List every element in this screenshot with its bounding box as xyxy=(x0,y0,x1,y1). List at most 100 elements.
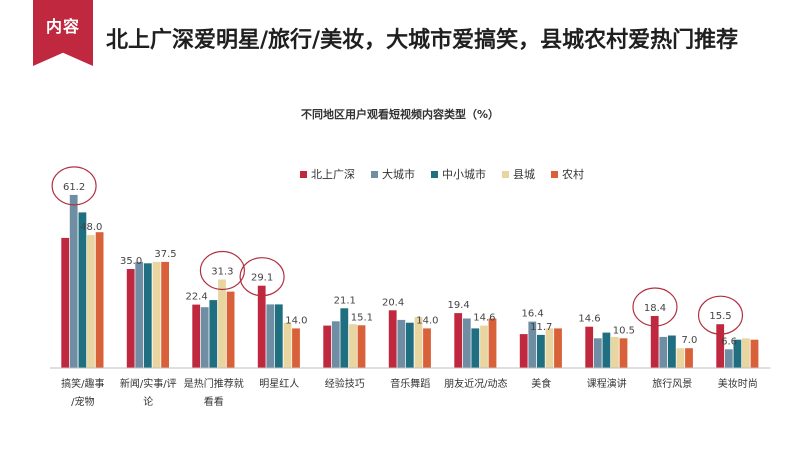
bar xyxy=(585,326,594,368)
data-label: 48.0 xyxy=(80,222,102,233)
bar xyxy=(388,310,397,368)
bar xyxy=(742,338,750,368)
bar xyxy=(135,261,144,368)
data-label: 6.6 xyxy=(721,336,737,347)
bar xyxy=(69,194,78,368)
data-label: 20.4 xyxy=(382,297,404,308)
data-label: 14.6 xyxy=(473,313,495,324)
bar xyxy=(340,308,349,368)
bar xyxy=(668,335,676,368)
chart-legend: 北上广深 大城市 中小城市 县城 农村 xyxy=(300,167,584,181)
bar xyxy=(78,212,87,368)
bar xyxy=(349,324,357,368)
data-label: 11.7 xyxy=(530,322,552,333)
category-label: 明星红人 xyxy=(259,377,299,390)
category-label: 美妆时尚 xyxy=(718,377,758,390)
bar xyxy=(471,328,480,368)
bar xyxy=(218,279,226,368)
bar xyxy=(650,316,659,368)
category-label: 论 xyxy=(143,395,153,408)
bar xyxy=(750,339,759,368)
bar xyxy=(454,313,463,368)
highlight-circle xyxy=(51,166,97,206)
bar xyxy=(733,339,742,368)
legend-swatch xyxy=(551,171,558,178)
bar xyxy=(537,334,545,368)
bar xyxy=(519,334,528,368)
bar xyxy=(423,328,431,368)
category-label: 美食 xyxy=(531,377,551,390)
bar xyxy=(257,285,266,368)
category-label: 朋友近况/动态 xyxy=(444,377,507,390)
data-label: 19.4 xyxy=(447,300,469,311)
bar xyxy=(274,304,283,368)
chart-bars xyxy=(61,194,759,368)
bar xyxy=(488,318,497,368)
legend-label: 北上广深 xyxy=(311,168,355,181)
highlight-circle xyxy=(632,287,678,327)
bar xyxy=(152,261,161,368)
bar xyxy=(685,348,693,368)
category-label: 看看 xyxy=(204,395,224,408)
data-label: 61.2 xyxy=(63,182,85,193)
bar xyxy=(143,263,152,368)
bar xyxy=(528,321,537,368)
bar xyxy=(323,325,332,368)
bar xyxy=(126,269,135,368)
bar xyxy=(611,336,619,368)
bar xyxy=(331,321,340,368)
category-label: 新闻/实事/评 xyxy=(120,377,177,390)
legend-label: 大城市 xyxy=(382,167,415,181)
bar xyxy=(87,235,95,368)
section-tag-label: 内容 xyxy=(45,17,80,36)
legend-label: 中小城市 xyxy=(442,167,486,181)
bar xyxy=(593,338,602,368)
chart-data-labels: 61.2 48.0 35.0 37.5 22.4 31.3 29.1 14.0 21.1 15.1… xyxy=(63,182,737,347)
chart-highlight-circles xyxy=(51,166,744,335)
data-label: 14.0 xyxy=(285,315,307,326)
data-label: 35.0 xyxy=(120,256,142,267)
legend-swatch xyxy=(371,171,378,178)
bar xyxy=(602,332,611,368)
legend-label: 农村 xyxy=(562,167,584,181)
data-label: 18.4 xyxy=(644,303,666,314)
bar xyxy=(405,322,414,368)
category-label: 是热门推荐就 xyxy=(184,377,244,390)
data-label: 10.5 xyxy=(613,325,635,336)
bar xyxy=(161,261,169,368)
bar xyxy=(200,307,209,368)
legend-swatch xyxy=(502,171,509,178)
data-label: 37.5 xyxy=(154,249,176,260)
legend-label: 县城 xyxy=(513,168,535,181)
chart-title: 不同地区用户观看短视频内容类型（%） xyxy=(301,107,499,121)
bar xyxy=(192,304,201,368)
data-label: 16.4 xyxy=(521,309,543,320)
bar xyxy=(397,319,406,368)
category-label: 经验技巧 xyxy=(325,377,365,390)
bar xyxy=(226,291,235,368)
bar xyxy=(724,349,733,368)
category-label: 课程演讲 xyxy=(587,377,627,390)
bar xyxy=(676,348,685,368)
category-label: 音乐舞蹈 xyxy=(390,377,430,390)
bar xyxy=(716,324,725,368)
bar xyxy=(357,325,366,368)
bar xyxy=(554,328,562,368)
data-label: 29.1 xyxy=(251,273,273,284)
bar xyxy=(480,325,488,368)
category-label: 搞笑/趣事 xyxy=(61,377,104,390)
legend-swatch xyxy=(300,171,307,178)
bar xyxy=(545,328,554,368)
bar xyxy=(209,300,218,368)
data-label: 21.1 xyxy=(334,295,356,306)
bar xyxy=(659,336,668,368)
data-label: 15.5 xyxy=(709,311,731,322)
data-label: 14.6 xyxy=(578,314,600,325)
bar xyxy=(414,317,423,368)
bar xyxy=(266,304,275,368)
data-label: 15.1 xyxy=(351,312,373,323)
legend-swatch xyxy=(431,171,438,178)
data-label: 22.4 xyxy=(185,292,207,303)
